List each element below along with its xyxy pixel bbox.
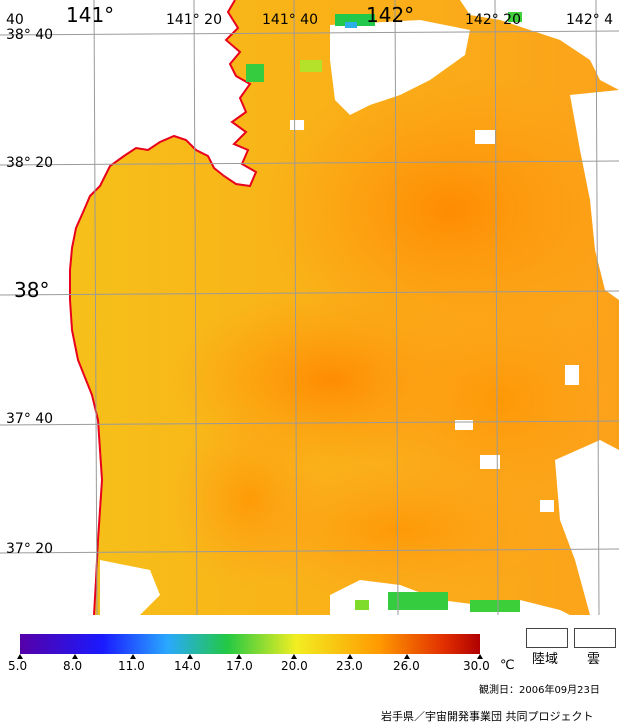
colorbar-tick-label: 30.0 xyxy=(463,659,490,673)
lat-label-38-40: 38° 40 xyxy=(6,27,54,43)
lon-label-141-40: 141° 40 xyxy=(262,12,318,28)
cool-patch xyxy=(388,592,448,610)
cloud-area xyxy=(100,560,160,615)
cloud-area xyxy=(540,500,554,512)
cloud-area xyxy=(555,440,619,615)
colorbar-tick-label: 23.0 xyxy=(336,659,363,673)
cool-patch xyxy=(508,12,522,22)
cloud-area xyxy=(570,90,619,300)
lon-label-142-20: 142° 20 xyxy=(465,12,521,28)
cloud-area xyxy=(480,455,500,469)
cloud-area xyxy=(290,120,304,130)
colorbar-tick-label: 26.0 xyxy=(393,659,420,673)
cloud-legend-label: 雲 xyxy=(587,652,601,667)
lat-label-38-20: 38° 20 xyxy=(6,155,54,171)
lat-label-37-20: 37° 20 xyxy=(6,541,54,557)
colorbar-tick-label: 11.0 xyxy=(118,659,145,673)
colorbar-tick xyxy=(130,654,136,659)
land-area xyxy=(0,0,256,615)
colorbar-tick xyxy=(17,654,23,659)
colorbar-tick xyxy=(477,654,483,659)
cloud-legend-swatch xyxy=(574,628,616,648)
lon-label-142-40: 142° 4 xyxy=(566,12,614,28)
cool-patch xyxy=(300,60,322,72)
colorbar-tick xyxy=(236,654,242,659)
colorbar-tick-label: 17.0 xyxy=(226,659,253,673)
cool-patch xyxy=(345,22,357,28)
lon-label-142: 142° xyxy=(366,3,415,27)
colorbar-tick-label: 8.0 xyxy=(63,659,83,673)
warm-patch xyxy=(260,70,619,350)
lat-label-38: 38° xyxy=(14,278,50,302)
temperature-unit: ℃ xyxy=(500,658,515,673)
cloud-area xyxy=(455,420,473,430)
colorbar-tick xyxy=(404,654,410,659)
cloud-area xyxy=(330,20,470,115)
cloud-area xyxy=(475,130,495,144)
temperature-colorbar xyxy=(20,634,480,654)
cool-patch xyxy=(246,64,264,82)
lat-label-prefix: 40 xyxy=(6,12,24,28)
warm-patch xyxy=(360,280,619,520)
colorbar-tick-label: 20.0 xyxy=(281,659,308,673)
graticule xyxy=(0,0,619,615)
lon-label-141-20: 141° 20 xyxy=(166,12,222,28)
coastline xyxy=(69,0,258,615)
warm-patch xyxy=(230,460,570,600)
observation-date: 観測日：2006年09月23日 xyxy=(479,685,600,696)
colorbar-tick-label: 5.0 xyxy=(8,659,28,673)
colorbar-tick xyxy=(291,654,297,659)
colorbar-tick-label: 14.0 xyxy=(174,659,201,673)
credit-text: 岩手県／宇宙開発事業団 共同プロジェクト xyxy=(381,710,594,723)
cool-patch xyxy=(355,600,369,610)
colorbar-tick xyxy=(347,654,353,659)
cloud-area xyxy=(565,365,579,385)
cloud-area xyxy=(460,0,619,90)
colorbar-tick xyxy=(187,654,193,659)
colorbar-tick xyxy=(72,654,78,659)
land-legend-label: 陸域 xyxy=(532,652,559,667)
sst-map xyxy=(0,0,619,615)
lon-label-141: 141° xyxy=(66,3,115,27)
cool-patch xyxy=(470,600,520,612)
lat-label-37-40: 37° 40 xyxy=(6,411,54,427)
land-legend-swatch xyxy=(526,628,568,648)
